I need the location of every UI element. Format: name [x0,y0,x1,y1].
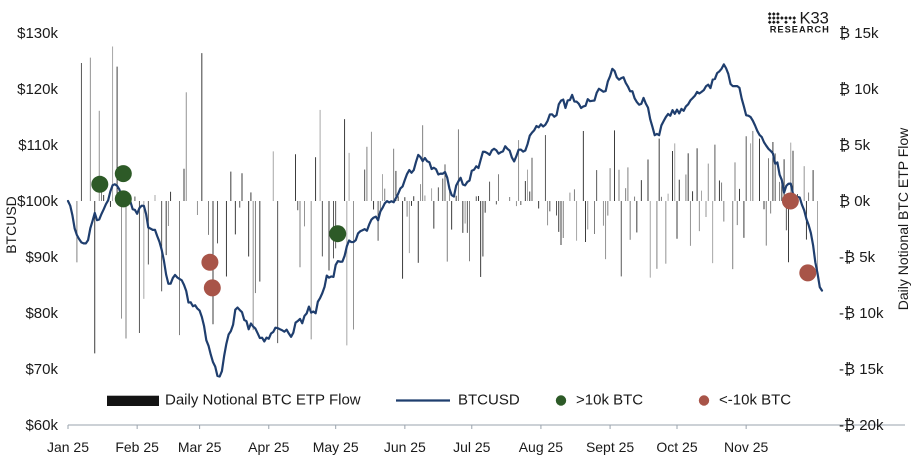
svg-text:Feb 25: Feb 25 [115,439,159,455]
svg-text:Daily Notional BTC ETP Flow: Daily Notional BTC ETP Flow [165,392,361,409]
svg-text:-₿ 10k: -₿ 10k [839,305,884,322]
svg-text:₿ 0k: ₿ 0k [839,193,871,210]
svg-text:$130k: $130k [17,25,58,42]
svg-text:$70k: $70k [25,361,58,378]
svg-text:₿ 15k: ₿ 15k [839,25,879,42]
svg-text:<-10k BTC: <-10k BTC [719,392,791,409]
svg-text:$120k: $120k [17,81,58,98]
svg-text:-₿ 20k: -₿ 20k [839,417,884,434]
svg-text:Apr 25: Apr 25 [248,439,289,455]
svg-text:₿ 5k: ₿ 5k [839,137,871,154]
svg-text:Jan 25: Jan 25 [47,439,89,455]
svg-text:Nov 25: Nov 25 [724,439,769,455]
svg-text:-₿ 5k: -₿ 5k [839,249,876,266]
svg-text:$100k: $100k [17,193,58,210]
svg-text:>10k BTC: >10k BTC [576,392,643,409]
svg-text:$110k: $110k [18,137,58,154]
svg-text:Sept 25: Sept 25 [586,439,634,455]
svg-text:Aug 25: Aug 25 [519,439,564,455]
svg-text:Jul 25: Jul 25 [453,439,491,455]
svg-text:Mar 25: Mar 25 [178,439,222,455]
svg-text:Daily Notional BTC ETP Flow: Daily Notional BTC ETP Flow [895,127,911,310]
svg-text:₿ 10k: ₿ 10k [839,81,879,98]
svg-text:May 25: May 25 [313,439,359,455]
svg-text:$60k: $60k [25,417,58,434]
svg-text:Jun 25: Jun 25 [384,439,426,455]
svg-text:RESEARCH: RESEARCH [770,24,830,34]
svg-text:BTCUSD: BTCUSD [458,392,520,409]
svg-text:$90k: $90k [25,249,58,266]
svg-text:BTCUSD: BTCUSD [3,196,19,254]
svg-text:-₿ 15k: -₿ 15k [839,361,884,378]
svg-text:Oct 25: Oct 25 [656,439,697,455]
svg-text:$80k: $80k [25,305,58,322]
